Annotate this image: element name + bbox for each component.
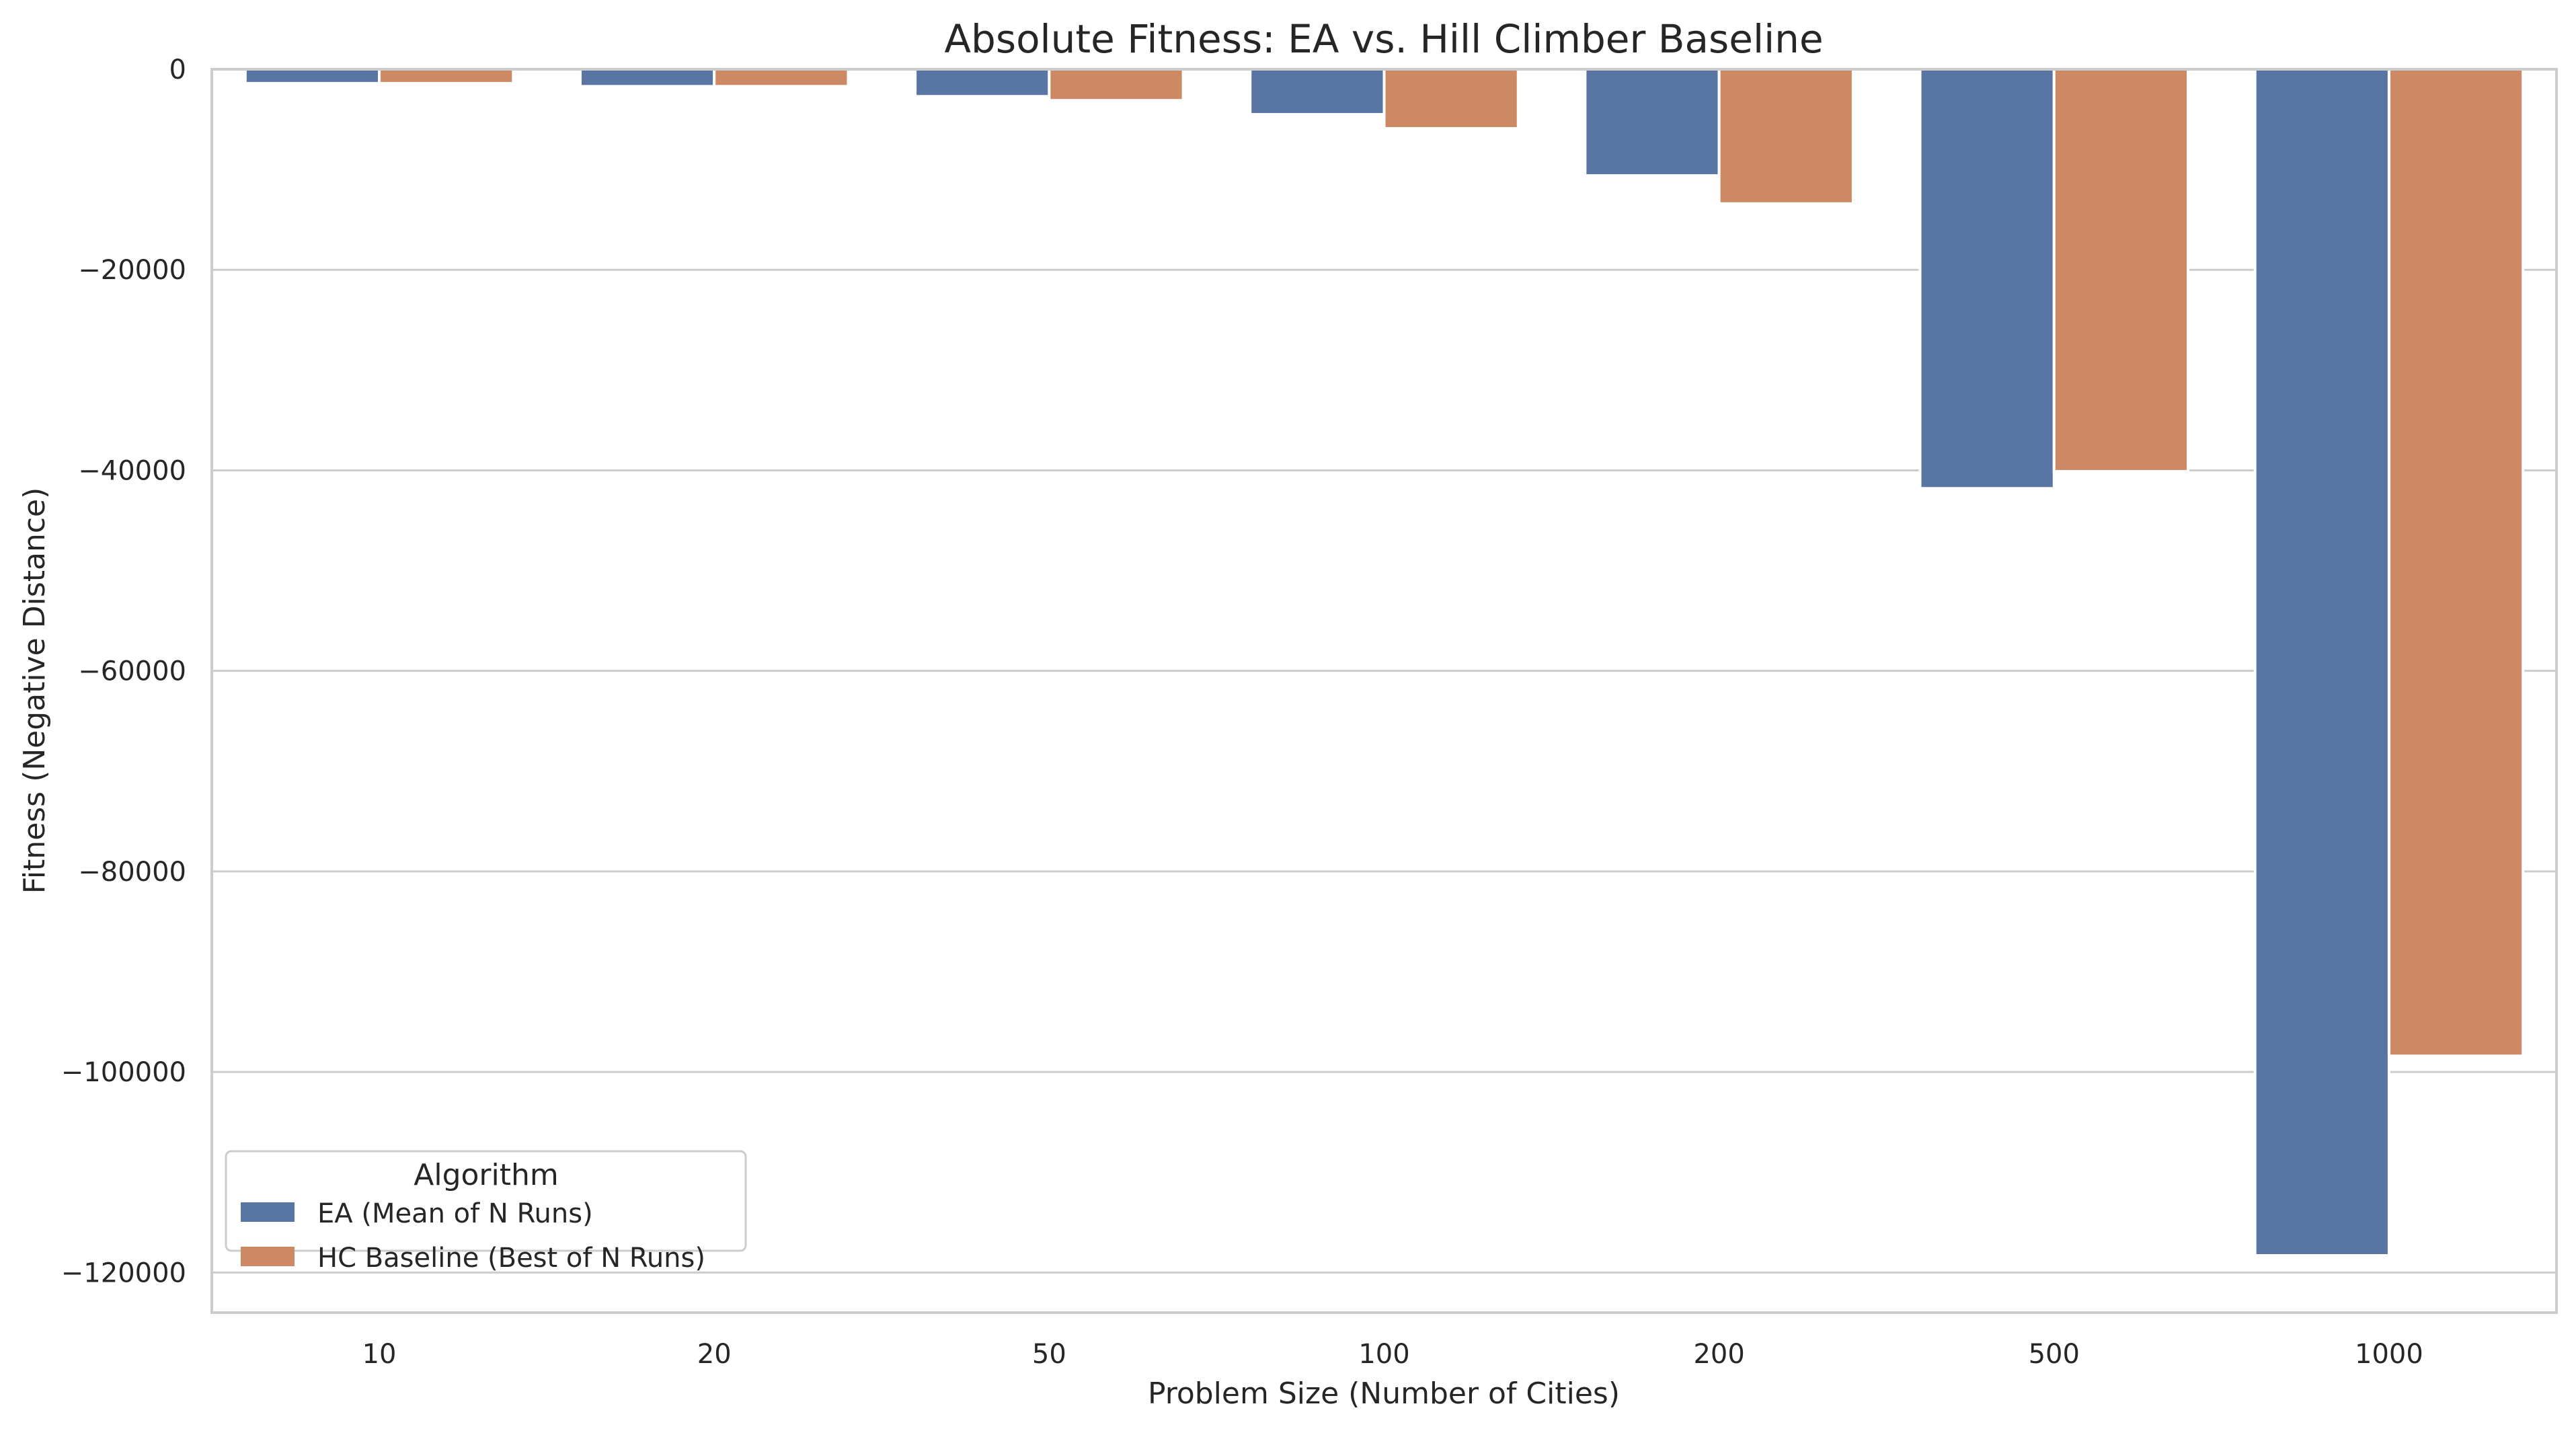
- bar-hc-20: [713, 68, 850, 88]
- bar-ea-20: [578, 68, 716, 88]
- chart-title: Absolute Fitness: EA vs. Hill Climber Ba…: [944, 16, 1823, 62]
- bar-hc-500: [2052, 68, 2190, 473]
- x-tick-label: 10: [362, 1339, 397, 1370]
- legend-title: Algorithm: [414, 1158, 559, 1192]
- legend: Algorithm EA (Mean of N Runs) HC Baseline…: [225, 1150, 747, 1274]
- legend-entries: EA (Mean of N Runs) HC Baseline (Best of …: [241, 1198, 705, 1274]
- x-tick-label: 20: [697, 1339, 732, 1370]
- legend-swatch-ea: [241, 1202, 295, 1222]
- x-tick-labels: 10 20 50 100 200 500 1000: [362, 1339, 2423, 1370]
- legend-box: [225, 1150, 747, 1252]
- y-tick-label: −120000: [61, 1257, 186, 1288]
- bar-hc-200: [1717, 68, 1855, 205]
- x-tick-label: 50: [1032, 1339, 1066, 1370]
- bar-ea-50: [914, 68, 1051, 98]
- y-tick-label: −100000: [61, 1057, 186, 1088]
- bar-ea-200: [1584, 68, 1721, 178]
- plot-frame: [210, 68, 2558, 1314]
- y-tick-label: −80000: [78, 857, 186, 888]
- y-tick-labels: 0 −20000 −40000 −60000 −80000 −100000 −120000: [61, 54, 186, 1288]
- legend-swatch-hc: [241, 1247, 295, 1266]
- bar-ea-100: [1249, 68, 1386, 116]
- x-tick-label: 100: [1358, 1339, 1409, 1370]
- y-axis-label: Fitness (Negative Distance): [17, 488, 52, 894]
- legend-label-ea: EA (Mean of N Runs): [317, 1198, 593, 1229]
- bar-hc-1000: [2387, 68, 2525, 1058]
- y-tick-label: −60000: [78, 656, 186, 687]
- legend-label-hc: HC Baseline (Best of N Runs): [317, 1243, 705, 1274]
- y-tick-label: 0: [169, 54, 186, 85]
- x-tick-label: 1000: [2355, 1339, 2423, 1370]
- bars: [243, 68, 2525, 1257]
- bar-ea-10: [243, 68, 381, 85]
- x-axis-label: Problem Size (Number of Cities): [1148, 1376, 1620, 1411]
- x-tick-label: 500: [2029, 1339, 2080, 1370]
- bar-ea-500: [1918, 68, 2056, 490]
- y-tick-label: −20000: [78, 255, 186, 286]
- x-tick-label: 200: [1693, 1339, 1744, 1370]
- y-tick-label: −40000: [78, 455, 186, 486]
- bar-hc-50: [1048, 68, 1185, 102]
- bar-hc-100: [1382, 68, 1520, 130]
- bar-hc-10: [378, 68, 515, 85]
- bar-ea-1000: [2253, 68, 2390, 1257]
